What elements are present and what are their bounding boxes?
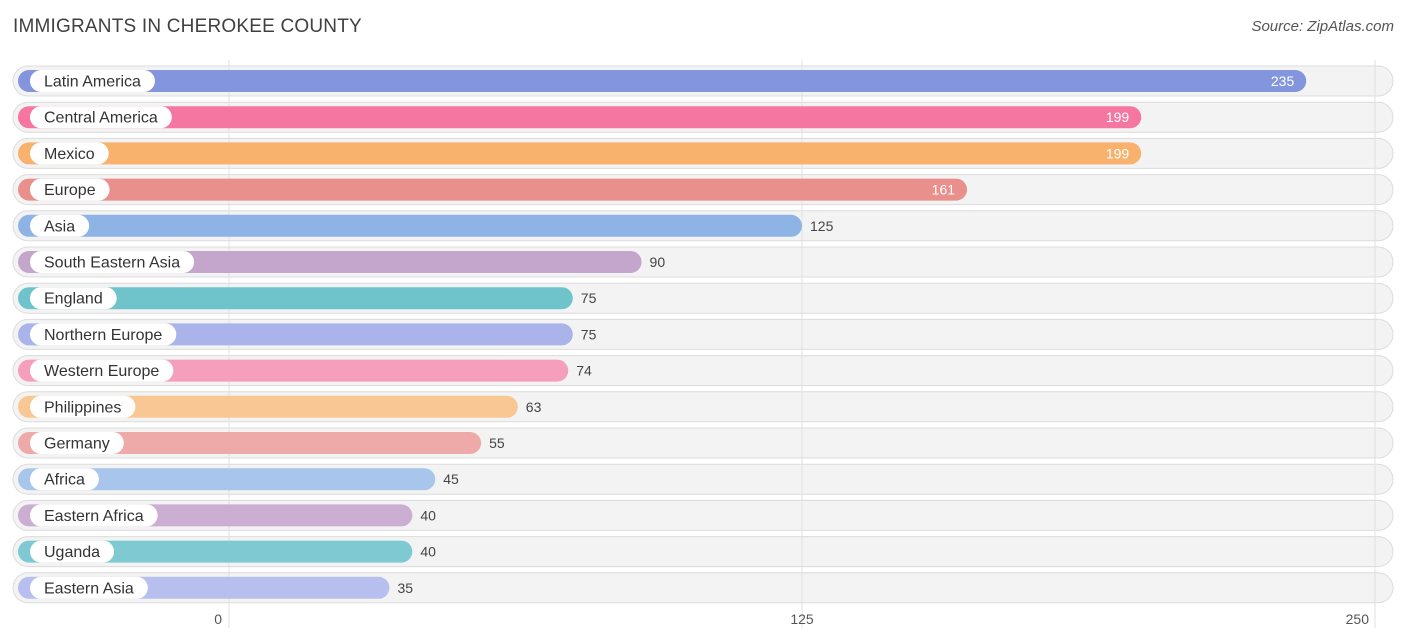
bar-row: Mexico 199 [18,142,1142,165]
bar-row: Philippines 63 [18,395,542,418]
bar [18,287,573,310]
bar-row: Germany 55 [18,432,505,454]
value-label: 74 [576,363,592,379]
bar-row: Asia 125 [18,214,834,237]
value-label: 161 [932,182,956,198]
source-credit: Source: ZipAtlas.com [1251,18,1394,35]
bar [18,142,1142,165]
value-label: 235 [1271,73,1295,89]
category-label-pill [30,251,195,273]
category-label: Northern Europe [44,327,162,344]
bar-row: Western Europe 74 [18,359,592,382]
value-label: 75 [581,290,597,306]
bar-row: South Eastern Asia 90 [18,251,665,273]
value-label: 125 [810,218,834,234]
x-tick-label: 125 [790,611,814,627]
value-label: 199 [1106,145,1130,161]
category-label-pill [30,504,158,527]
bar-row: England 75 [18,287,597,310]
category-label-pill [30,468,99,491]
category-label: Mexico [44,146,95,163]
value-label: 40 [420,544,436,560]
category-label: England [44,291,103,308]
category-label-pill [30,106,172,129]
value-label: 199 [1106,109,1130,125]
bar-row: Africa 45 [18,468,459,491]
category-label: Europe [44,182,96,199]
category-label-pill [30,287,117,310]
bar-row: Eastern Asia 35 [18,576,413,599]
category-label: Latin America [44,74,141,91]
value-label: 40 [420,507,436,523]
category-label: Africa [44,472,85,489]
category-label: Eastern Asia [44,580,134,597]
bar-row: Eastern Africa 40 [18,504,436,527]
category-label-pill [30,359,174,382]
value-label: 63 [526,399,542,415]
bar-row: Northern Europe 75 [18,323,597,346]
bar-row: Latin America 235 [18,70,1307,92]
category-label-pill [30,395,136,418]
category-label-pill [30,323,177,346]
value-label: 45 [443,471,459,487]
category-label-pill [30,540,115,563]
category-label-pill [30,70,155,92]
x-tick-label: 0 [214,611,222,627]
value-label: 90 [650,254,666,270]
bar [18,178,968,201]
category-label: Germany [44,436,110,453]
bar-row: Europe 161 [18,178,968,201]
x-tick-label: 250 [1346,611,1370,627]
category-label: Asia [44,218,75,235]
category-label: Philippines [44,399,121,416]
bar [18,468,436,491]
value-label: 75 [581,326,597,342]
x-axis-ticks: 0 125 250 [214,611,1369,627]
category-label-pill [30,576,148,599]
category-label-pill [30,178,110,201]
bar [18,70,1307,92]
bar [18,214,802,237]
chart-title: IMMIGRANTS IN CHEROKEE COUNTY [13,16,362,37]
category-label: South Eastern Asia [44,255,180,272]
category-label-pill [30,214,90,237]
category-label-pill [30,142,109,165]
category-label: Central America [44,110,158,127]
value-label: 55 [489,435,505,451]
category-label: Eastern Africa [44,508,144,525]
value-label: 35 [397,580,413,596]
bar [18,395,518,418]
category-label: Western Europe [44,363,159,380]
bar [18,432,482,454]
category-label-pill [30,432,124,454]
bar-row: Central America 199 [18,106,1142,129]
bar [18,540,413,563]
bar-row: Uganda 40 [18,540,436,563]
category-label: Uganda [44,544,100,561]
bar [18,106,1142,129]
